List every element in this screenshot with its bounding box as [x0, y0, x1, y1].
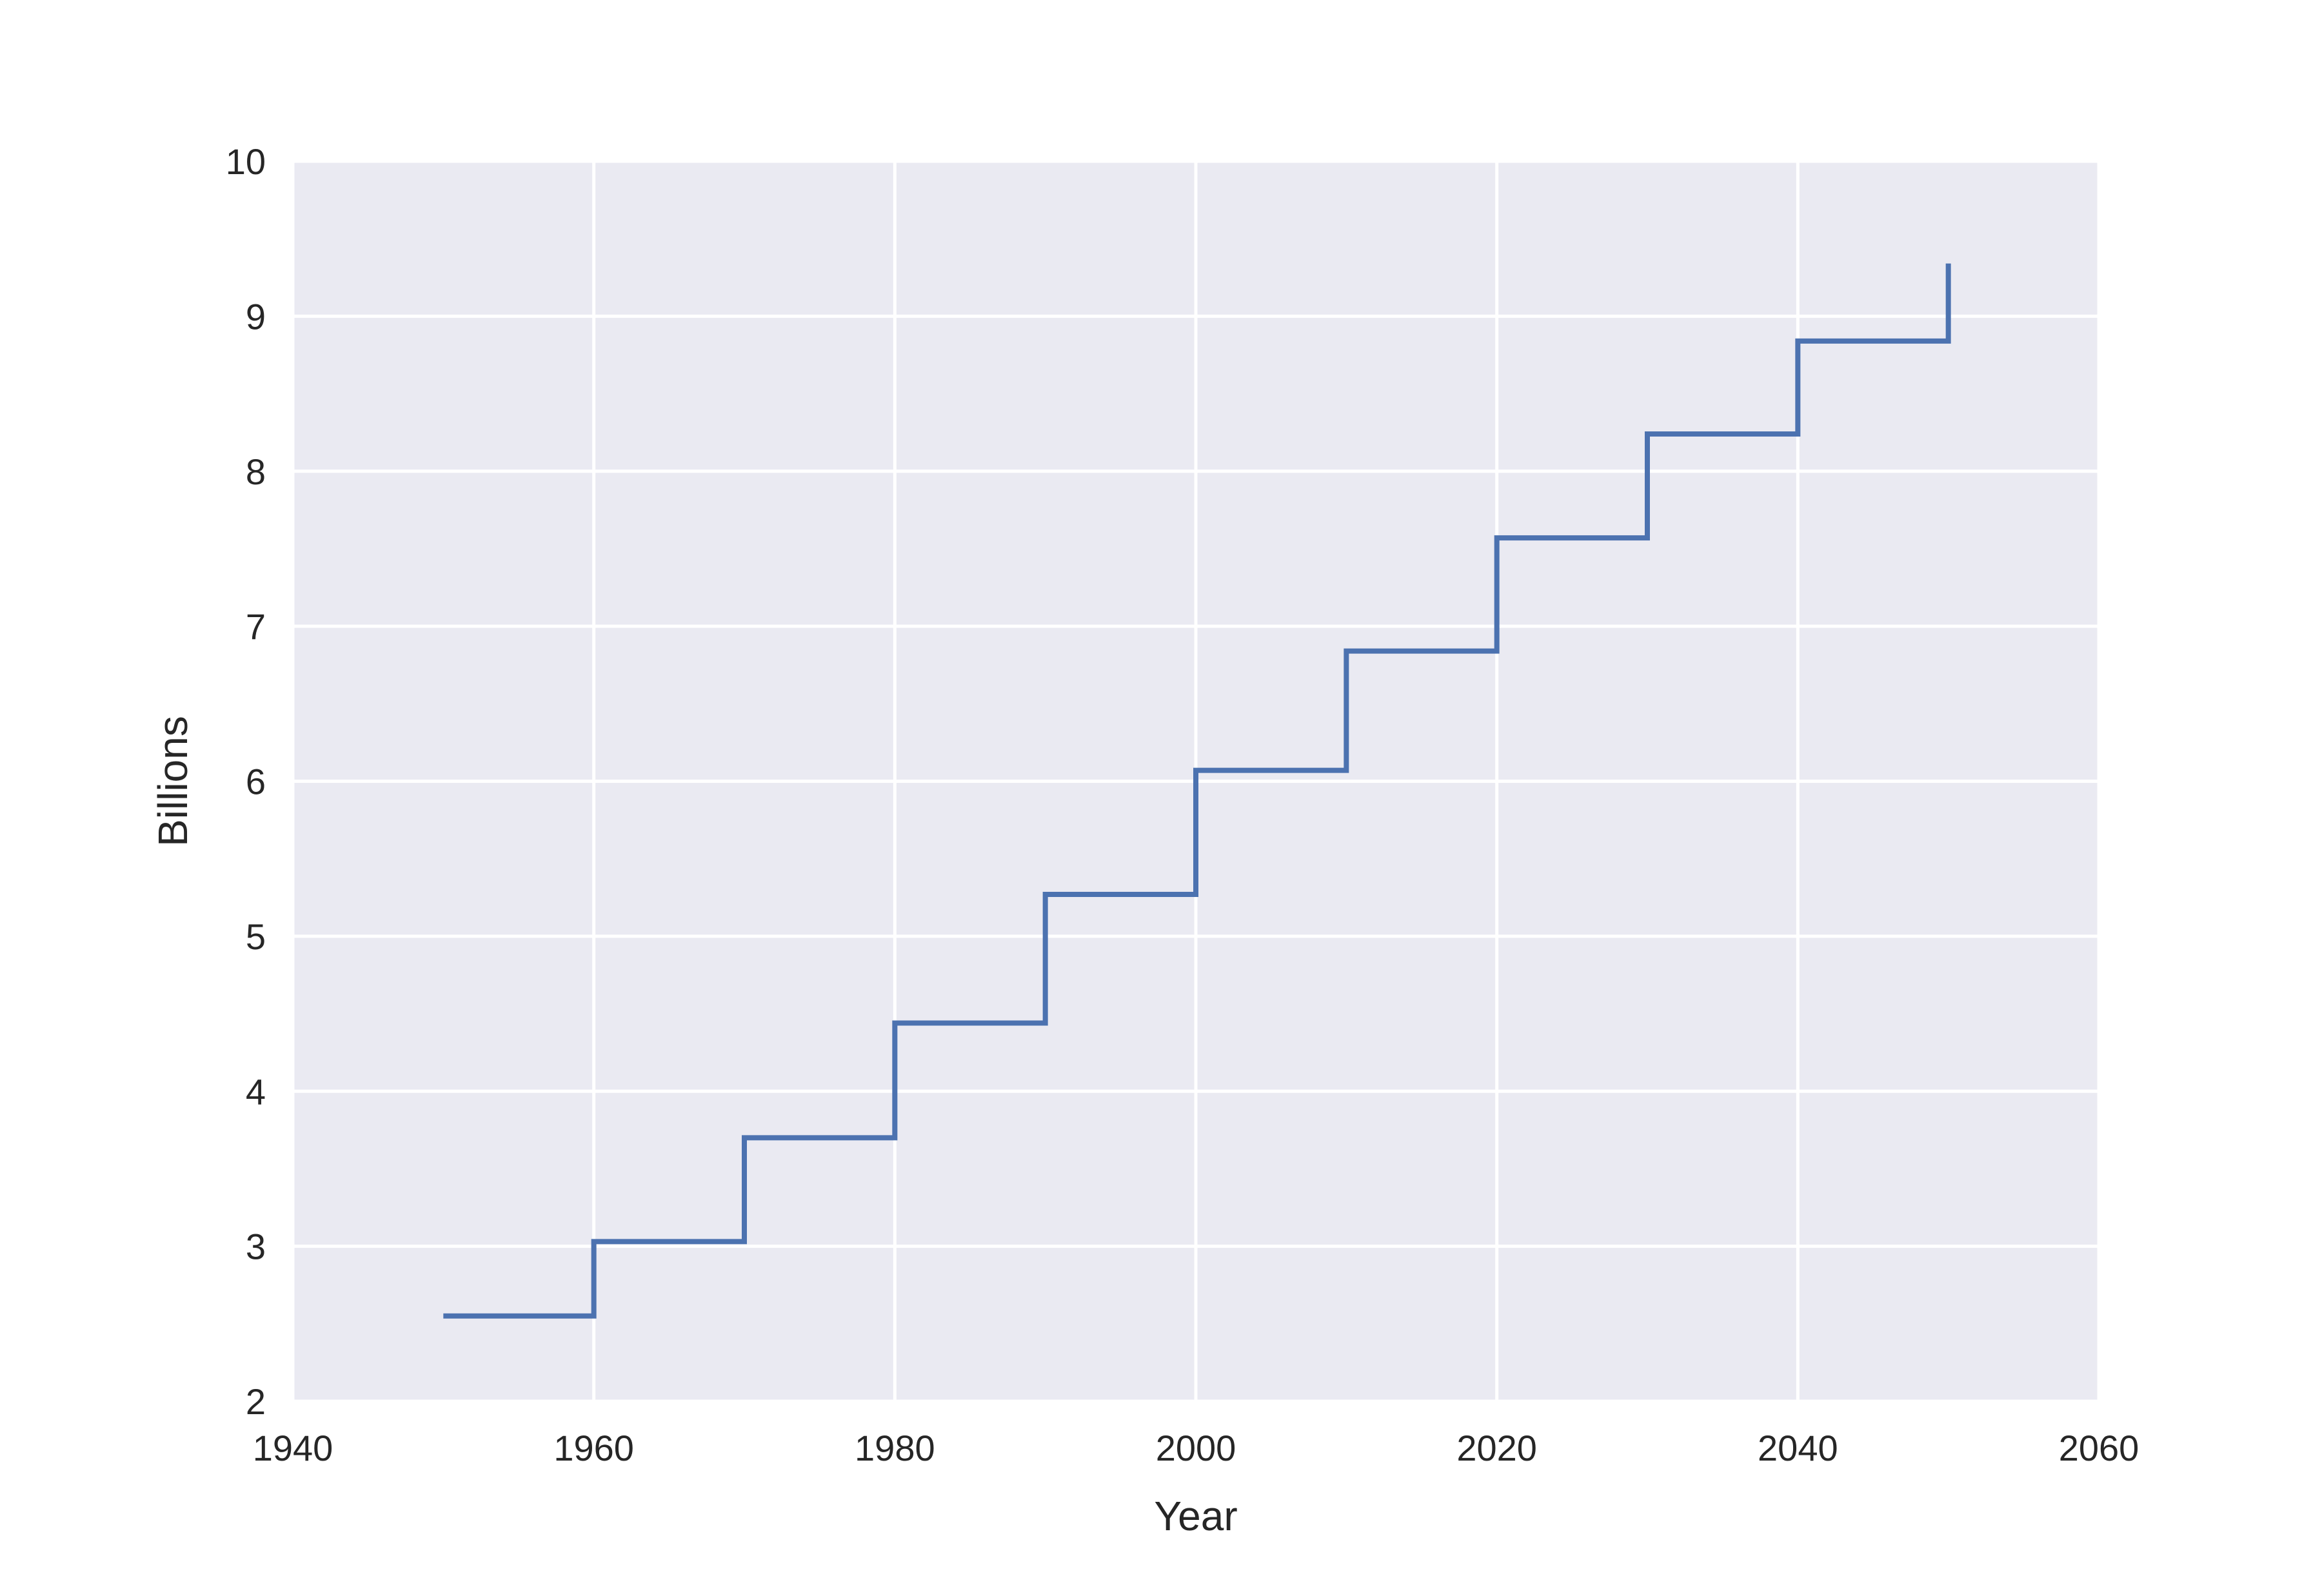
- x-axis-label: Year: [1154, 1493, 1237, 1539]
- x-tick-label: 2060: [2059, 1428, 2139, 1468]
- y-tick-label: 4: [246, 1071, 266, 1112]
- x-tick-label: 2000: [1156, 1428, 1236, 1468]
- y-tick-label: 8: [246, 451, 266, 492]
- x-tick-label: 1980: [855, 1428, 935, 1468]
- y-tick-label: 9: [246, 296, 266, 337]
- x-tick-label: 1960: [553, 1428, 634, 1468]
- series-layer: [443, 263, 1951, 1319]
- y-tick-label: 10: [226, 141, 266, 182]
- y-tick-label: 3: [246, 1227, 266, 1267]
- y-axis-label: Billions: [150, 716, 196, 847]
- x-tick-labels: 1940 1960 1980 2000 2020 2040 2060: [253, 1428, 2139, 1468]
- y-tick-label: 6: [246, 762, 266, 802]
- x-tick-label: 1940: [253, 1428, 333, 1468]
- y-tick-label: 2: [246, 1381, 266, 1422]
- y-tick-labels: 2 3 4 5 6 7 8 9 10: [226, 141, 266, 1422]
- series-line: [443, 263, 1951, 1319]
- y-tick-label: 7: [246, 606, 266, 647]
- x-tick-label: 2020: [1456, 1428, 1537, 1468]
- y-tick-label: 5: [246, 916, 266, 957]
- x-tick-label: 2040: [1758, 1428, 1838, 1468]
